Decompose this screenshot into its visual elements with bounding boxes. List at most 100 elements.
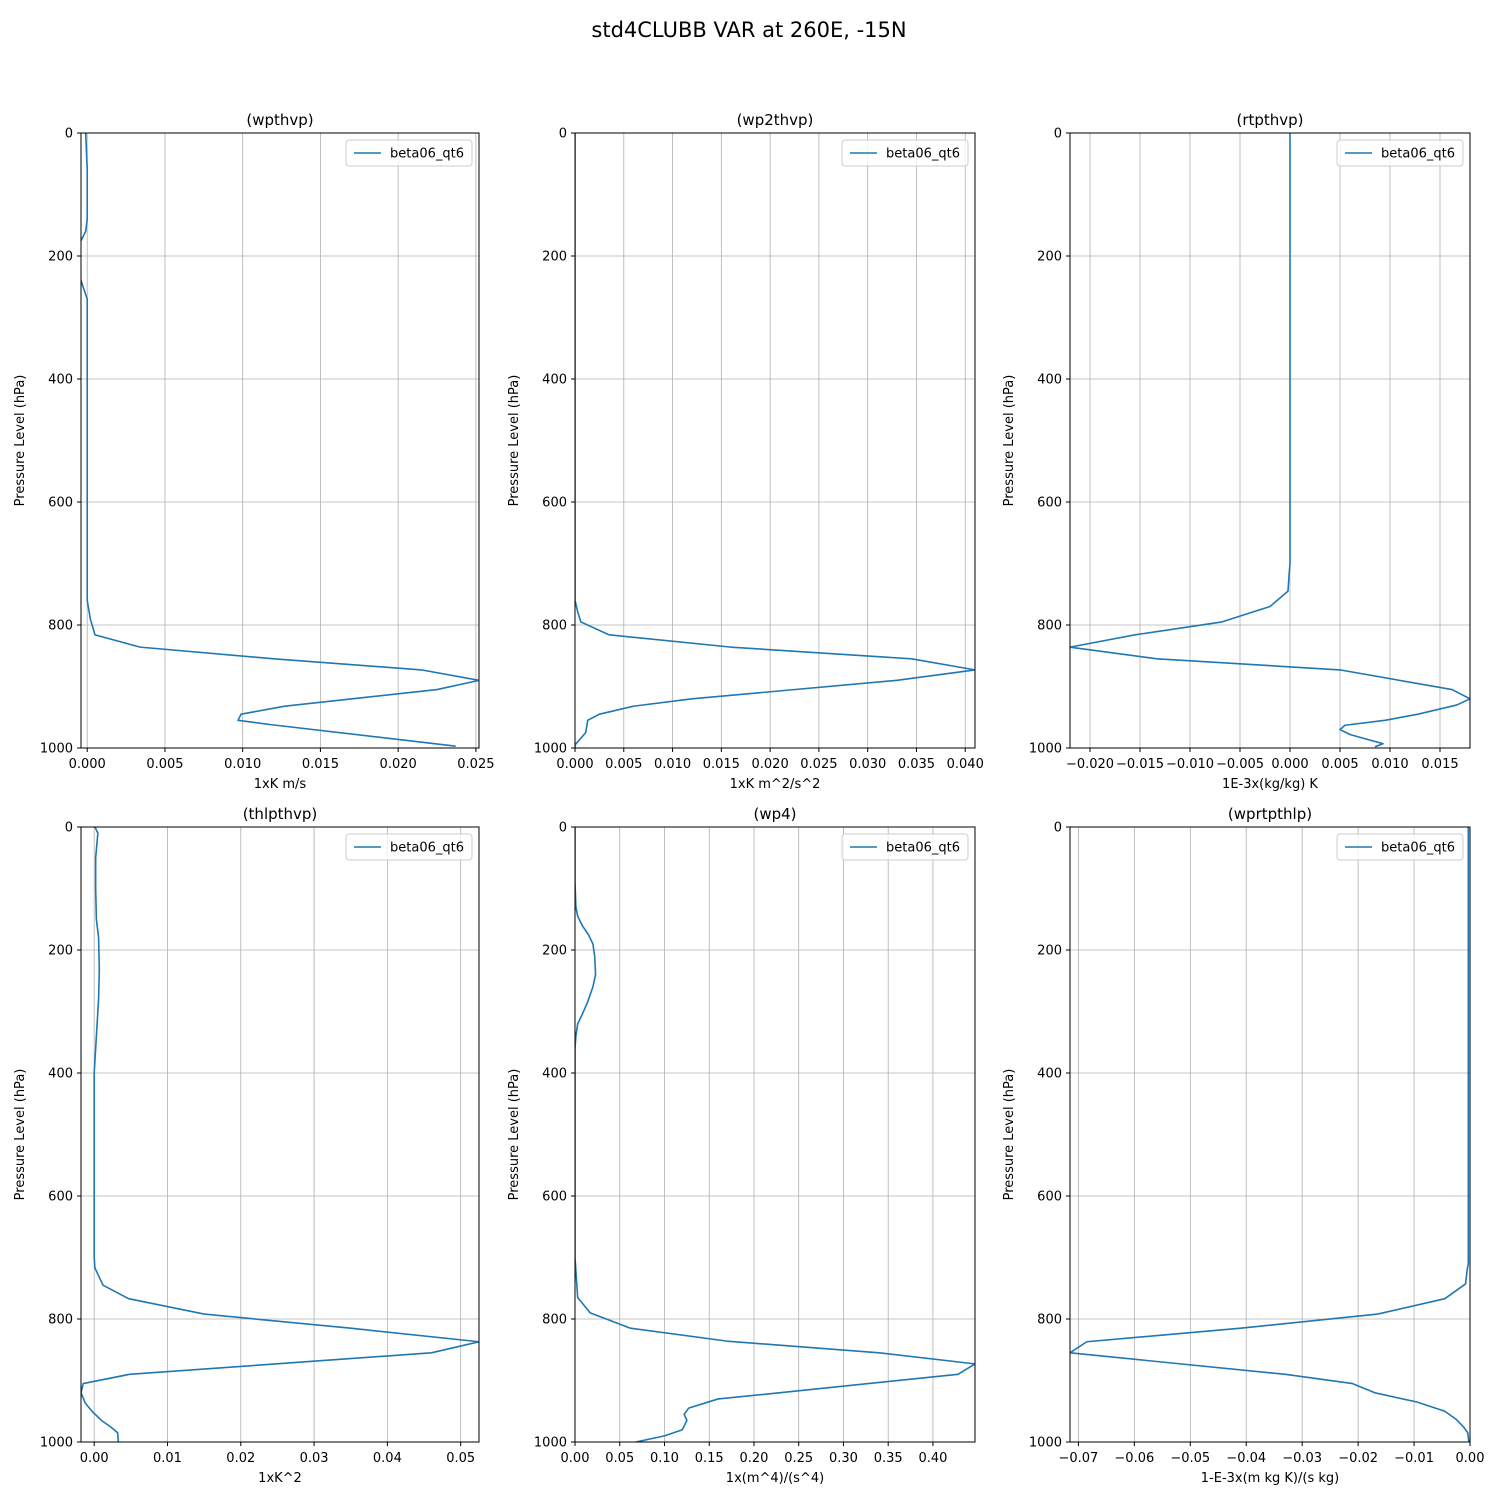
panel-3-xtick-label-2: −0.010 (1166, 757, 1214, 772)
panel-5-title: (wp4) (753, 805, 796, 823)
panel-2-legend-box (841, 139, 969, 167)
panel-1-xtick-label-1: 0.005 (146, 757, 183, 772)
panel-5-xtick-label-2: 0.10 (650, 1451, 679, 1466)
panel-3-xtick-label-3: −0.005 (1216, 757, 1264, 772)
panel-1-xtick-label-2: 0.010 (224, 757, 261, 772)
panel-6-series-1-line (1070, 827, 1470, 1442)
panel-4-xtick-label-4: 0.04 (373, 1451, 402, 1466)
panel-4-ytick-label-0: 0 (65, 821, 73, 836)
panel-1-legend: beta06_qt6 (345, 139, 473, 167)
panel-3-ytick-label-2: 400 (1037, 373, 1062, 388)
panel-6-title: (wprtpthlp) (1228, 805, 1312, 823)
panel-3-xtick-label-0: −0.020 (1066, 757, 1114, 772)
panel-2-legend-label-1: beta06_qt6 (886, 147, 960, 162)
panel-4-ytick-label-1: 200 (48, 944, 73, 959)
panel-1-ytick-label-0: 0 (65, 127, 73, 142)
panel-5-xtick-label-0: 0.00 (561, 1451, 590, 1466)
panel-2-axes-frame (574, 132, 976, 749)
panel-2-xtick-label-1: 0.005 (605, 757, 642, 772)
panel-6-legend: beta06_qt6 (1336, 833, 1464, 861)
panel-2-ytick-label-0: 0 (559, 127, 567, 142)
panel-6-ytick-label-3: 600 (1037, 1190, 1062, 1205)
panel-2-xtick-label-3: 0.015 (703, 757, 740, 772)
panel-2-title: (wp2thvp) (737, 111, 814, 129)
panel-6-xtick-label-5: −0.02 (1338, 1451, 1378, 1466)
panel-5-xtick-label-1: 0.05 (605, 1451, 634, 1466)
panel-1-ytick-label-3: 600 (48, 496, 73, 511)
panel-5-series-1-line (575, 827, 975, 1442)
panel-2-xtick-label-7: 0.035 (898, 757, 935, 772)
panel-3-xlabel: 1E-3x(kg/kg) K (1222, 777, 1318, 792)
panel-4-legend-box (345, 833, 473, 861)
panel-5-xtick-label-3: 0.15 (695, 1451, 724, 1466)
panel-1-xlabel: 1xK m/s (254, 777, 307, 792)
panel-1: 0.000 0.005 0.010 0.015 0.020 0.025 0 200 400 600… (13, 111, 495, 792)
panel-5-ytick-label-2: 400 (542, 1067, 567, 1082)
panel-3-ytick-label-1: 200 (1037, 250, 1062, 265)
panel-4-xtick-label-1: 0.01 (153, 1451, 182, 1466)
panel-3-ytick-label-0: 0 (1054, 127, 1062, 142)
panel-6-ytick-label-0: 0 (1054, 821, 1062, 836)
panel-6-xtick-label-0: −0.07 (1058, 1451, 1098, 1466)
panel-5-xtick-label-5: 0.25 (784, 1451, 813, 1466)
panel-4-ylabel: Pressure Level (hPa) (13, 1069, 28, 1201)
panel-6-legend-label-1: beta06_qt6 (1381, 841, 1455, 856)
panel-5-xtick-label-8: 0.40 (918, 1451, 947, 1466)
panel-3-xtick-label-4: 0.000 (1271, 757, 1308, 772)
panel-4-axes-frame (80, 826, 480, 1443)
panel-6-ylabel: Pressure Level (hPa) (1002, 1069, 1017, 1201)
panel-6-xtick-label-4: −0.03 (1282, 1451, 1322, 1466)
panel-3-ytick-label-4: 800 (1037, 619, 1062, 634)
panels-container: 0.000 0.005 0.010 0.015 0.020 0.0250200400600… (13, 111, 1484, 1486)
panel-5-ytick-label-0: 0 (559, 821, 567, 836)
figure-title: std4CLUBB VAR at 260E, -15N (591, 18, 906, 42)
panel-2-xlabel: 1xK m^2/s^2 (730, 777, 821, 792)
panel-6-ytick-label-1: 200 (1037, 944, 1062, 959)
panel-1-ytick-label-5: 1000 (40, 742, 73, 757)
panel-2-series-1-line (575, 133, 975, 748)
panel-3-series-1-line (1070, 133, 1470, 748)
panel-1-axes-frame (80, 132, 480, 749)
panel-1-ytick-label-4: 800 (48, 619, 73, 634)
panel-2-xtick-label-0: 0.000 (556, 757, 593, 772)
panel-3-xtick-label-7: 0.015 (1421, 757, 1458, 772)
panel-5: 0.00 0.05 0.10 0.15 0.20 0.25 0.30 0.35 0.40 0 200… (507, 805, 976, 1486)
panel-6-xtick-label-6: −0.01 (1394, 1451, 1434, 1466)
panel-6-xtick-label-2: −0.05 (1170, 1451, 1210, 1466)
panel-5-ytick-label-4: 800 (542, 1313, 567, 1328)
panel-5-ytick-label-5: 1000 (534, 1436, 567, 1451)
panel-2-xtick-label-4: 0.020 (752, 757, 789, 772)
panel-2-xtick-label-6: 0.030 (849, 757, 886, 772)
panel-1-series-1-line (81, 133, 479, 747)
panel-2-xtick-label-5: 0.025 (800, 757, 837, 772)
panel-5-ytick-label-1: 200 (542, 944, 567, 959)
panel-2-ytick-label-2: 400 (542, 373, 567, 388)
panel-5-axes-frame (574, 826, 976, 1443)
panel-5-legend-label-1: beta06_qt6 (886, 841, 960, 856)
panel-1-title: (wpthvp) (246, 111, 313, 129)
panel-6-legend-box (1336, 833, 1464, 861)
panel-4-xtick-label-0: 0.00 (80, 1451, 109, 1466)
panel-4: 0.00 0.01 0.02 0.03 0.04 0.05 0 200 400 600 800 100… (13, 805, 480, 1486)
panel-4-legend: beta06_qt6 (345, 833, 473, 861)
panel-3-xtick-label-5: 0.005 (1321, 757, 1358, 772)
panel-3: −0.020 −0.015 −0.010 −0.005 0.000 0.005 0.010 0… (1002, 111, 1471, 792)
panel-5-xtick-label-7: 0.35 (874, 1451, 903, 1466)
panel-2-legend: beta06_qt6 (841, 139, 969, 167)
panel-5-ylabel: Pressure Level (hPa) (507, 1069, 522, 1201)
panel-3-xtick-label-6: 0.010 (1371, 757, 1408, 772)
panel-3-legend-label-1: beta06_qt6 (1381, 147, 1455, 162)
panel-4-ytick-label-3: 600 (48, 1190, 73, 1205)
panel-3-ylabel: Pressure Level (hPa) (1002, 375, 1017, 507)
panel-6-axes-frame (1069, 826, 1471, 1443)
panel-6-ytick-label-4: 800 (1037, 1313, 1062, 1328)
panel-3-ytick-label-3: 600 (1037, 496, 1062, 511)
panel-2-ytick-label-4: 800 (542, 619, 567, 634)
panel-6-ytick-label-5: 1000 (1029, 1436, 1062, 1451)
panel-3-ytick-label-5: 1000 (1029, 742, 1062, 757)
panel-5-xtick-label-4: 0.20 (739, 1451, 768, 1466)
panel-4-ytick-label-5: 1000 (40, 1436, 73, 1451)
panel-1-ylabel: Pressure Level (hPa) (13, 375, 28, 507)
